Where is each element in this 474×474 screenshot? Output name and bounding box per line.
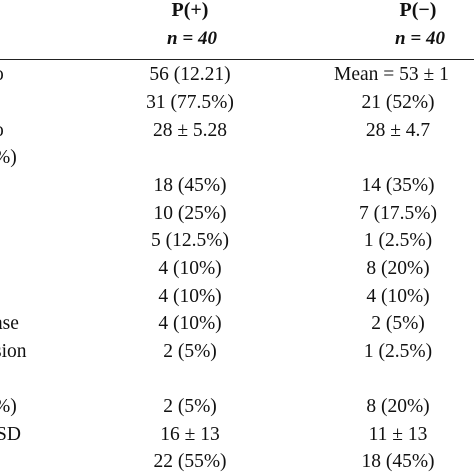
header-divider [0,59,474,60]
cell-positive: 16 ± 13 [160,424,220,445]
cell-negative: 18 (45%) [361,451,435,472]
cell-negative: 8 (20%) [366,258,430,279]
table-row: 31 (77.5%) 21 (52%) [0,91,474,115]
cell-negative: 2 (5%) [371,313,425,334]
table-row: 4 (10%) 4 (10%) [0,285,474,309]
cell-positive: 28 ± 5.28 [152,120,228,141]
cell-positive: 18 (45%) [153,175,227,196]
row-label: %) [0,396,17,417]
cell-positive: 5 (12.5%) [151,230,229,251]
row-label: ase [0,313,19,334]
table-row [0,368,474,392]
cell-negative: 21 (52%) [361,92,435,113]
cell-positive: 2 (5%) [163,396,217,417]
table-row: o 56 (12.21) Mean = 53 ± 1 [0,63,474,87]
table-row: 4 (10%) 8 (20%) [0,257,474,281]
cell-positive: 4 (10%) [158,286,222,307]
cell-negative: 4 (10%) [366,286,430,307]
cell-positive: 56 (12.21) [149,64,231,85]
table-row: ase 4 (10%) 2 (5%) [0,312,474,336]
row-label: o [0,63,4,87]
cell-negative: 1 (2.5%) [363,230,433,251]
table-row: 18 (45%) 14 (35%) [0,174,474,198]
table-row: o 28 ± 5.28 28 ± 4.7 [0,119,474,143]
cell-positive: 31 (77.5%) [146,92,234,113]
row-label: %) [0,147,17,168]
cell-positive: 4 (10%) [158,258,222,279]
row-label: sion [0,341,27,362]
cell-positive: 10 (25%) [153,203,227,224]
cell-positive: 4 (10%) [158,313,222,334]
column-header-p-positive: P(+) [171,0,209,21]
cell-negative: 28 ± 4.7 [365,120,431,141]
column-header-p-negative: P(−) [399,0,437,21]
sample-size-negative: n = 40 [395,28,445,49]
table-row: %) [0,146,474,170]
cell-negative: Mean = 53 ± 1 [334,64,449,85]
sample-size-positive: n = 40 [167,28,217,49]
table-row: SD 16 ± 13 11 ± 13 [0,423,474,447]
cell-positive: 22 (55%) [153,451,227,472]
table-row: %) 2 (5%) 8 (20%) [0,395,474,419]
cell-positive: 2 (5%) [163,341,217,362]
table-row: 22 (55%) 18 (45%) [0,450,474,474]
row-label: SD [0,424,21,445]
cell-negative: 7 (17.5%) [359,203,437,224]
table-row: 5 (12.5%) 1 (2.5%) [0,229,474,253]
cell-negative: 11 ± 13 [368,424,428,445]
table-row: sion 2 (5%) 1 (2.5%) [0,340,474,364]
row-label: o [0,119,4,143]
table-row: 10 (25%) 7 (17.5%) [0,202,474,226]
cell-negative: 1 (2.5%) [363,341,433,362]
cell-negative: 8 (20%) [366,396,430,417]
cell-negative: 14 (35%) [361,175,435,196]
